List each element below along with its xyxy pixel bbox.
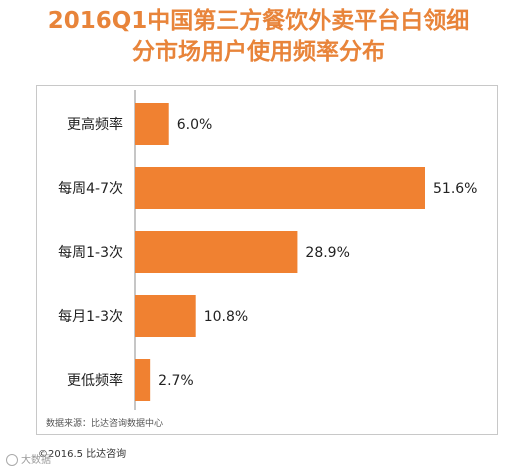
weibo-logo-icon <box>6 454 18 466</box>
bar-0 <box>135 103 169 145</box>
value-label-3: 10.8% <box>204 309 248 325</box>
value-label-4: 2.7% <box>158 373 194 389</box>
category-label-0: 更高频率 <box>67 116 123 133</box>
chart-title: 2016Q1中国第三方餐饮外卖平台白领细 分市场用户使用频率分布 <box>0 6 517 68</box>
category-label-4: 更低频率 <box>67 372 123 389</box>
bar-4 <box>135 359 151 401</box>
bar-1 <box>135 167 425 209</box>
bar-2 <box>135 231 298 273</box>
watermark: 大数据 <box>6 451 51 466</box>
category-label-2: 每周1-3次 <box>58 245 123 261</box>
bar-3 <box>135 295 196 337</box>
category-label-3: 每月1-3次 <box>58 309 123 325</box>
value-label-2: 28.9% <box>305 245 349 261</box>
value-label-0: 6.0% <box>177 117 213 133</box>
chart-title-line1: 2016Q1中国第三方餐饮外卖平台白领细 <box>47 8 470 34</box>
category-label-1: 每周4-7次 <box>58 181 123 197</box>
copyright-note: ©2016.5 比达咨询 <box>38 449 127 460</box>
value-label-1: 51.6% <box>433 181 477 197</box>
chart-title-line2: 分市场用户使用频率分布 <box>132 39 385 65</box>
data-source-note: 数据来源：比达咨询数据中心 <box>46 419 164 429</box>
watermark-text: 大数据 <box>21 455 51 466</box>
